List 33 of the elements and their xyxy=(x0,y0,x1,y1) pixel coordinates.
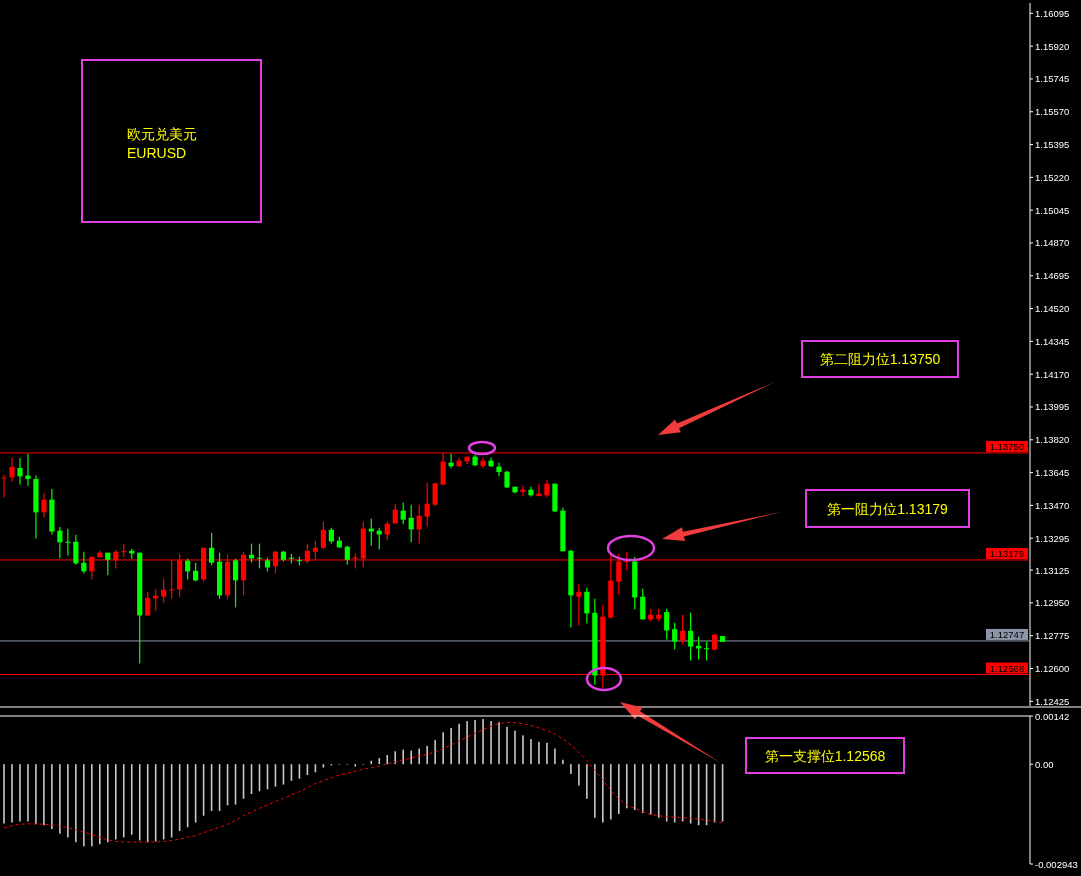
y-tick-label: 1.16095 xyxy=(1035,7,1070,19)
annotation: 第一支撑位1.12568 xyxy=(764,747,886,764)
annotation: 第一阻力位1.13179 xyxy=(827,500,949,517)
y-tick-label: -0.002943 xyxy=(1035,858,1078,870)
y-tick-label: 1.12950 xyxy=(1035,597,1070,609)
ref-line-label: 1.12568 xyxy=(989,662,1025,674)
y-tick-label: 1.13820 xyxy=(1035,434,1070,446)
annotation: 第二阻力位1.13750 xyxy=(819,351,941,367)
y-tick-label: 0.00 xyxy=(1035,758,1054,770)
y-tick-label: 0.00142 xyxy=(1035,710,1070,722)
y-tick-label: 1.14695 xyxy=(1035,270,1070,282)
y-tick-label: 1.15920 xyxy=(1035,40,1070,52)
ref-line-label: 1.13179 xyxy=(989,547,1025,559)
ref-line-label: 1.12747 xyxy=(989,628,1025,640)
y-tick-label: 1.14170 xyxy=(1035,368,1070,380)
y-tick-label: 1.12775 xyxy=(1035,630,1070,642)
y-tick-label: 1.15220 xyxy=(1035,171,1070,183)
y-tick-label: 1.13125 xyxy=(1035,564,1070,576)
y-tick-label: 1.13295 xyxy=(1035,532,1070,544)
ref-line-label: 1.13750 xyxy=(989,440,1025,452)
y-tick-label: 1.13470 xyxy=(1035,499,1070,511)
y-tick-label: 1.14345 xyxy=(1035,335,1070,347)
y-tick-label: 1.14870 xyxy=(1035,237,1070,249)
y-tick-label: 1.15045 xyxy=(1035,204,1070,216)
y-tick-label: 1.12425 xyxy=(1035,695,1070,707)
y-tick-label: 1.15395 xyxy=(1035,139,1070,151)
y-tick-label: 1.15745 xyxy=(1035,73,1070,85)
y-tick-label: 1.14520 xyxy=(1035,303,1070,315)
text: 欧元兑美元 EURUSD xyxy=(127,126,197,161)
y-tick-label: 1.15570 xyxy=(1035,106,1070,118)
y-tick-label: 1.13995 xyxy=(1035,401,1070,413)
y-tick-label: 1.12600 xyxy=(1035,663,1070,675)
y-tick-label: 1.13645 xyxy=(1035,467,1070,479)
